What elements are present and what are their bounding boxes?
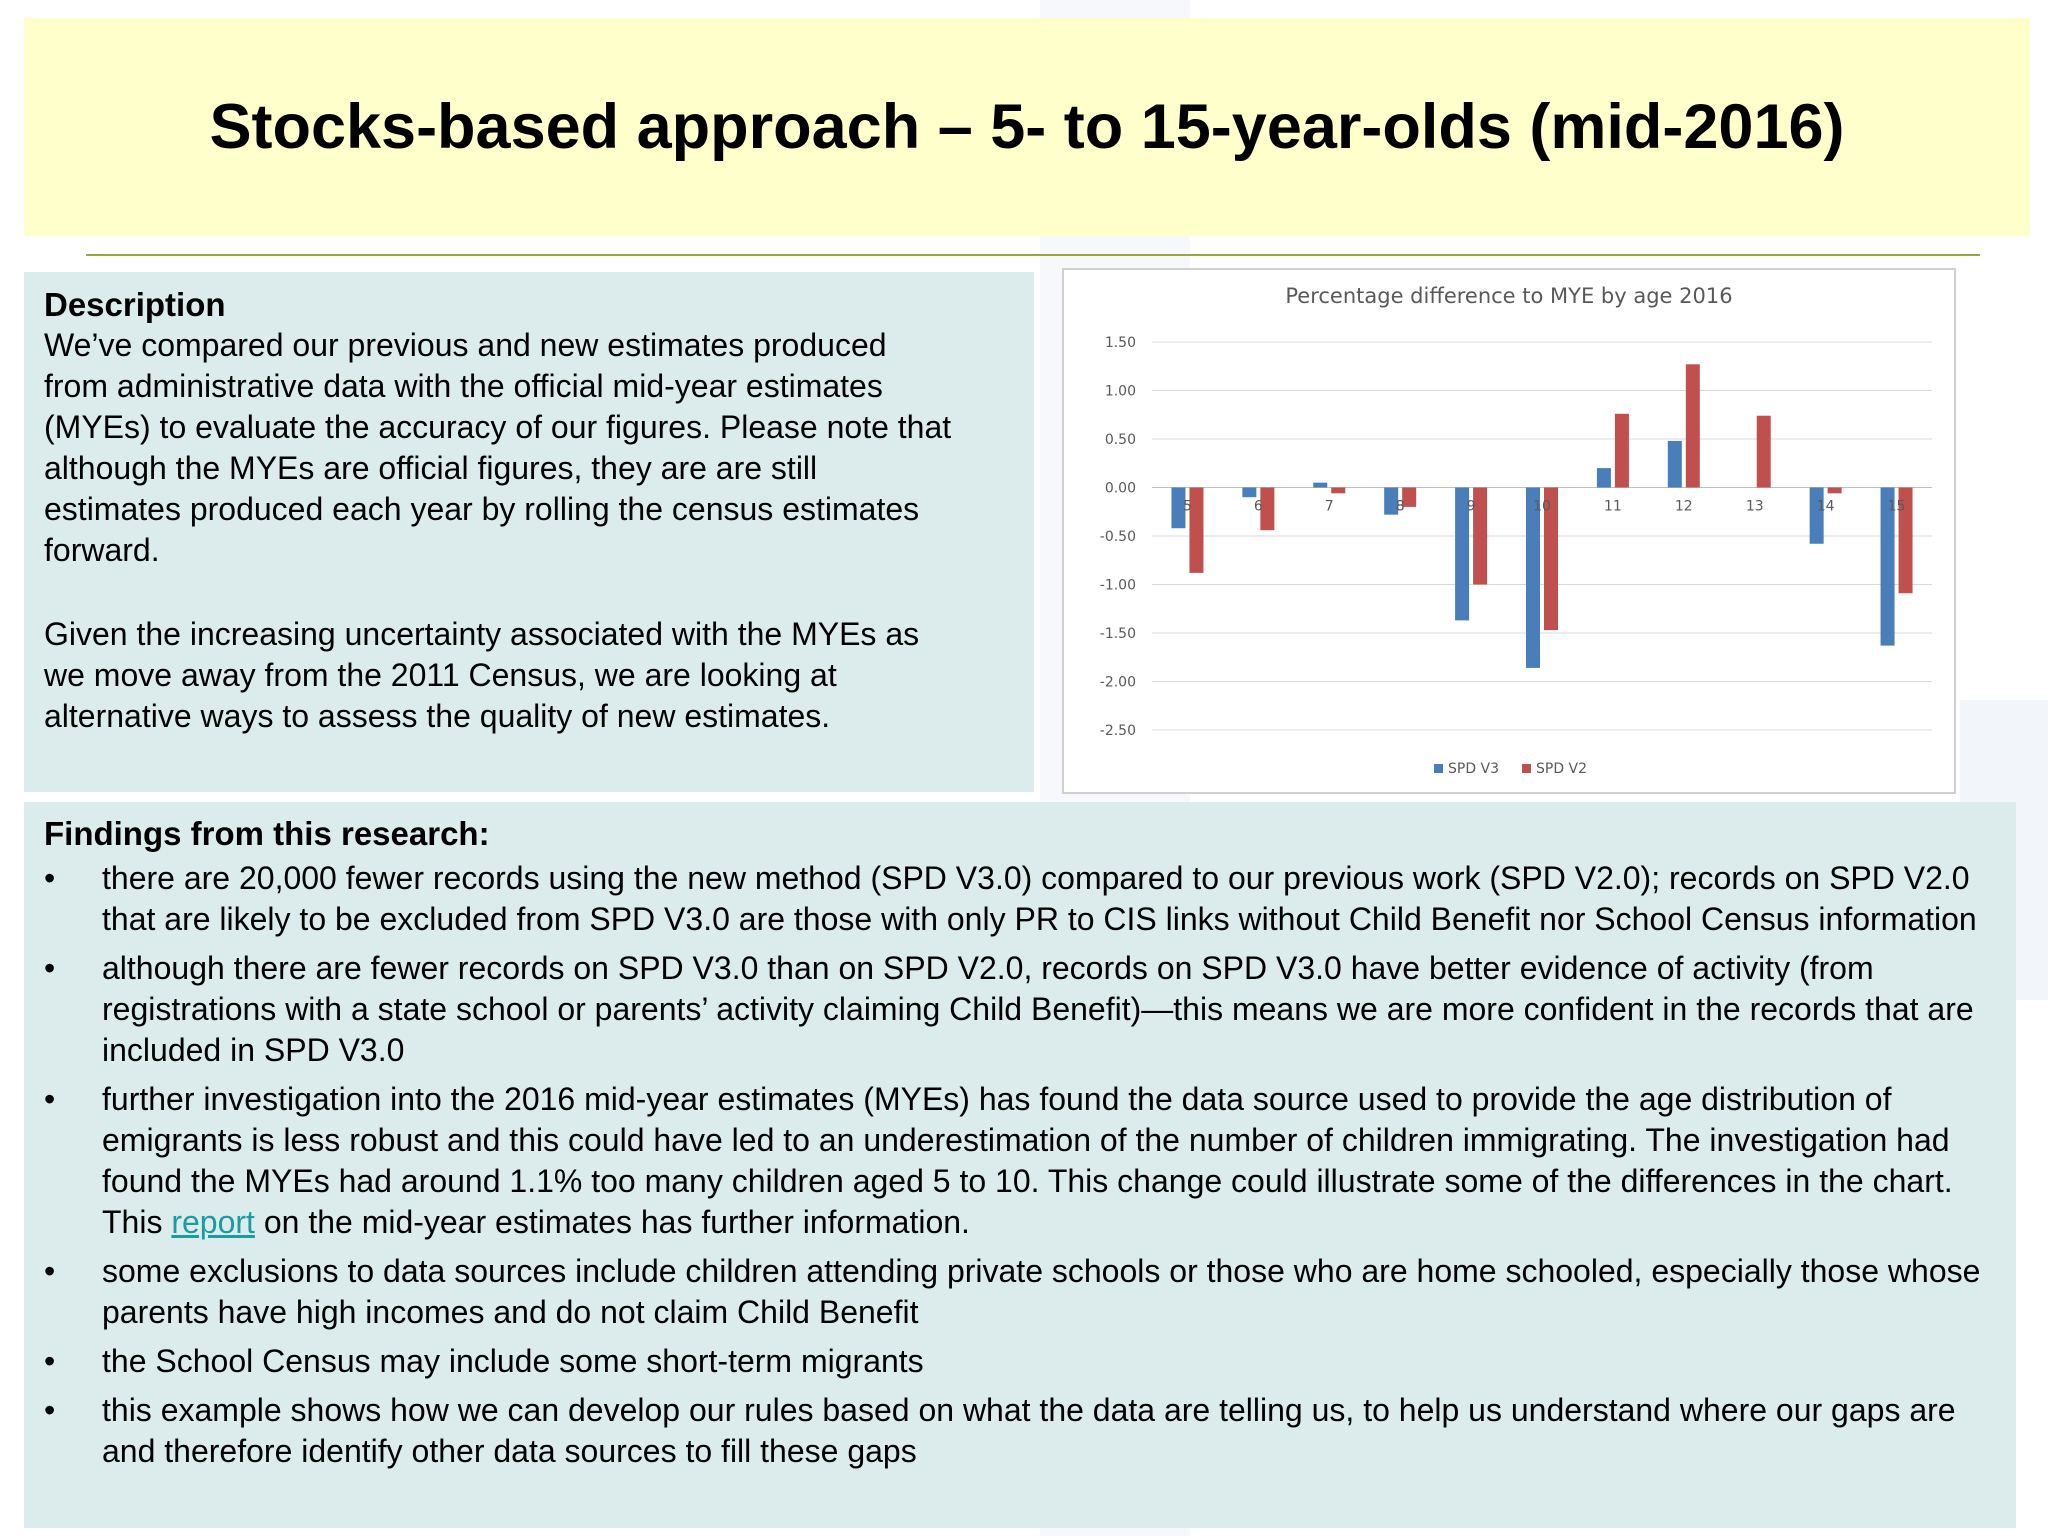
x-tick-label: 11 [1604,499,1622,515]
finding-text-before-link: further investigation into the 2016 mid-… [102,1081,1953,1240]
y-tick-label: -1.00 [1100,578,1136,594]
description-panel: Description We’ve compared our previous … [24,272,1034,792]
slide-title: Stocks-based approach – 5- to 15-year-ol… [209,92,1845,162]
bar-spd-v3 [1455,487,1470,621]
list-item: • some exclusions to data sources include… [44,1251,1996,1333]
legend-swatch [1434,764,1443,773]
finding-text: some exclusions to data sources include … [102,1253,1981,1330]
finding-text: this example shows how we can develop ou… [102,1392,1956,1469]
legend-label: SPD V3 [1448,761,1499,777]
bar-spd-v3 [1242,487,1257,498]
bullet-icon: • [44,950,56,986]
x-tick-label: 14 [1817,499,1835,515]
bar-spd-v2 [1544,487,1558,631]
chart-panel: Percentage difference to MYE by age 2016… [1062,268,1956,794]
bar-spd-v3 [1809,487,1824,544]
x-tick-label: 13 [1746,499,1764,515]
finding-text: there are 20,000 fewer records using the… [102,860,1977,937]
bullet-icon: • [44,860,56,896]
bar-spd-v3 [1313,482,1328,488]
finding-text: although there are fewer records on SPD … [102,950,1974,1068]
list-item: • further investigation into the 2016 mid… [44,1079,1996,1243]
bar-spd-v3 [1526,487,1540,668]
bar-spd-v3 [1384,487,1399,515]
x-tick-label: 10 [1533,499,1551,515]
bar-spd-v2 [1402,487,1417,507]
x-tick-label: 6 [1254,499,1263,515]
list-item: • this example shows how we can develop o… [44,1390,1996,1472]
finding-text-after-link: on the mid-year estimates has further in… [254,1204,970,1240]
bar-spd-v2 [1614,413,1629,488]
bar-chart: Percentage difference to MYE by age 2016… [1100,284,1932,777]
bar-spd-v2 [1685,364,1700,488]
list-item: • the School Census may include some shor… [44,1341,1996,1382]
list-item: • although there are fewer records on SPD… [44,948,1996,1071]
bar-spd-v3 [1880,487,1895,646]
title-band [24,18,2030,236]
findings-panel: Findings from this research: • there are … [24,802,2016,1528]
y-tick-label: 0.50 [1105,432,1136,448]
bar-spd-v2 [1331,487,1346,494]
bullet-icon: • [44,1253,56,1289]
bullet-icon: • [44,1392,56,1428]
findings-heading: Findings from this research: [44,815,490,852]
bar-spd-v2 [1189,487,1204,573]
bar-spd-v3 [1596,468,1611,488]
description-heading: Description [44,286,226,323]
y-tick-label: -1.50 [1100,626,1136,642]
bar-spd-v2 [1898,487,1913,594]
y-tick-label: 1.00 [1105,384,1136,400]
bullet-icon: • [44,1343,56,1379]
description-paragraph-2: Given the increasing uncertainty associa… [44,616,920,734]
bar-spd-v2 [1756,415,1771,488]
bar-spd-v3 [1667,440,1682,488]
legend-label: SPD V2 [1536,761,1587,777]
description-paragraph-1: We’ve compared our previous and new esti… [44,327,952,568]
chart-title: Percentage difference to MYE by age 2016 [1285,284,1732,308]
x-tick-label: 15 [1888,499,1906,515]
list-item: • there are 20,000 fewer records using th… [44,858,1996,940]
x-tick-label: 12 [1675,499,1693,515]
y-tick-label: 0.00 [1105,481,1136,497]
bar-spd-v2 [1827,487,1842,494]
bullet-icon: • [44,1081,56,1117]
bar-spd-v3 [1171,487,1186,529]
x-tick-label: 9 [1467,499,1476,515]
report-link[interactable]: report [171,1204,255,1240]
y-tick-label: -0.50 [1100,529,1136,545]
title-divider [86,254,1980,256]
findings-list: • there are 20,000 fewer records using th… [44,858,1996,1472]
y-tick-label: -2.50 [1100,723,1136,739]
bar-spd-v2 [1473,487,1488,585]
finding-text: the School Census may include some short… [102,1343,924,1379]
x-tick-label: 8 [1396,499,1405,515]
y-tick-label: 1.50 [1105,335,1136,351]
legend-swatch [1522,764,1531,773]
y-tick-label: -2.00 [1100,675,1136,691]
x-tick-label: 5 [1183,499,1192,515]
bar-spd-v2 [1260,487,1275,531]
x-tick-label: 7 [1325,499,1334,515]
